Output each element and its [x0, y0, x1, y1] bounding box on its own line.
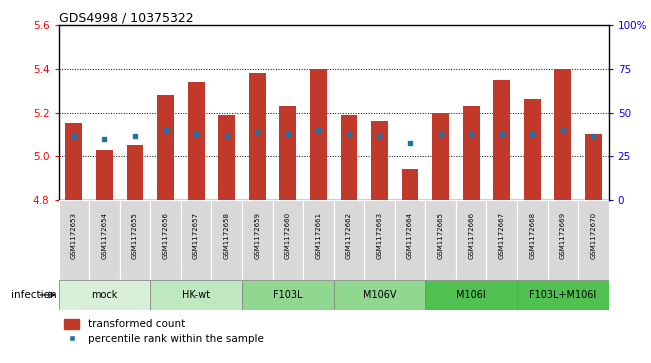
- Bar: [150, 280, 242, 310]
- Bar: [555, 69, 571, 200]
- Bar: [310, 69, 327, 200]
- Bar: [425, 200, 456, 280]
- Text: GDS4998 / 10375322: GDS4998 / 10375322: [59, 11, 193, 24]
- Text: F103L: F103L: [273, 290, 303, 300]
- Bar: [395, 200, 425, 280]
- Text: GSM1172662: GSM1172662: [346, 212, 352, 258]
- Text: GSM1172663: GSM1172663: [376, 212, 383, 259]
- Bar: [585, 134, 602, 200]
- Bar: [517, 280, 609, 310]
- Bar: [157, 95, 174, 200]
- Text: M106I: M106I: [456, 290, 486, 300]
- Bar: [486, 200, 517, 280]
- Text: GSM1172659: GSM1172659: [255, 212, 260, 258]
- Legend: transformed count, percentile rank within the sample: transformed count, percentile rank withi…: [64, 319, 264, 344]
- Text: GSM1172661: GSM1172661: [315, 212, 322, 259]
- Bar: [340, 115, 357, 200]
- Bar: [89, 200, 120, 280]
- Bar: [517, 200, 547, 280]
- Bar: [66, 123, 82, 200]
- Text: HK-wt: HK-wt: [182, 290, 210, 300]
- Bar: [456, 200, 486, 280]
- Text: GSM1172656: GSM1172656: [163, 212, 169, 258]
- Bar: [578, 200, 609, 280]
- Bar: [273, 200, 303, 280]
- Bar: [279, 106, 296, 200]
- Bar: [303, 200, 334, 280]
- Bar: [218, 115, 235, 200]
- Bar: [242, 200, 273, 280]
- Text: GSM1172666: GSM1172666: [468, 212, 474, 259]
- Text: GSM1172669: GSM1172669: [560, 212, 566, 259]
- Text: GSM1172653: GSM1172653: [71, 212, 77, 258]
- Text: GSM1172670: GSM1172670: [590, 212, 596, 259]
- Bar: [181, 200, 212, 280]
- Text: GSM1172660: GSM1172660: [284, 212, 291, 259]
- Text: GSM1172658: GSM1172658: [224, 212, 230, 258]
- Bar: [120, 200, 150, 280]
- Text: GSM1172665: GSM1172665: [437, 212, 443, 258]
- Text: GSM1172664: GSM1172664: [407, 212, 413, 258]
- Bar: [249, 73, 266, 200]
- Bar: [524, 99, 541, 200]
- Text: GSM1172668: GSM1172668: [529, 212, 535, 259]
- Bar: [425, 280, 517, 310]
- Bar: [187, 82, 204, 200]
- Bar: [402, 169, 419, 200]
- Text: F103L+M106I: F103L+M106I: [529, 290, 596, 300]
- Bar: [59, 200, 89, 280]
- Bar: [150, 200, 181, 280]
- Bar: [493, 80, 510, 200]
- Bar: [334, 280, 425, 310]
- Bar: [364, 200, 395, 280]
- Text: GSM1172655: GSM1172655: [132, 212, 138, 258]
- Bar: [96, 150, 113, 200]
- Text: mock: mock: [91, 290, 118, 300]
- Text: M106V: M106V: [363, 290, 396, 300]
- Text: GSM1172667: GSM1172667: [499, 212, 505, 259]
- Bar: [212, 200, 242, 280]
- Text: infection: infection: [12, 290, 57, 300]
- Bar: [242, 280, 334, 310]
- Bar: [334, 200, 364, 280]
- Bar: [371, 121, 388, 200]
- Bar: [432, 113, 449, 200]
- Bar: [59, 280, 150, 310]
- Text: GSM1172654: GSM1172654: [102, 212, 107, 258]
- Text: GSM1172657: GSM1172657: [193, 212, 199, 258]
- Bar: [547, 200, 578, 280]
- Bar: [126, 145, 143, 200]
- Bar: [463, 106, 480, 200]
